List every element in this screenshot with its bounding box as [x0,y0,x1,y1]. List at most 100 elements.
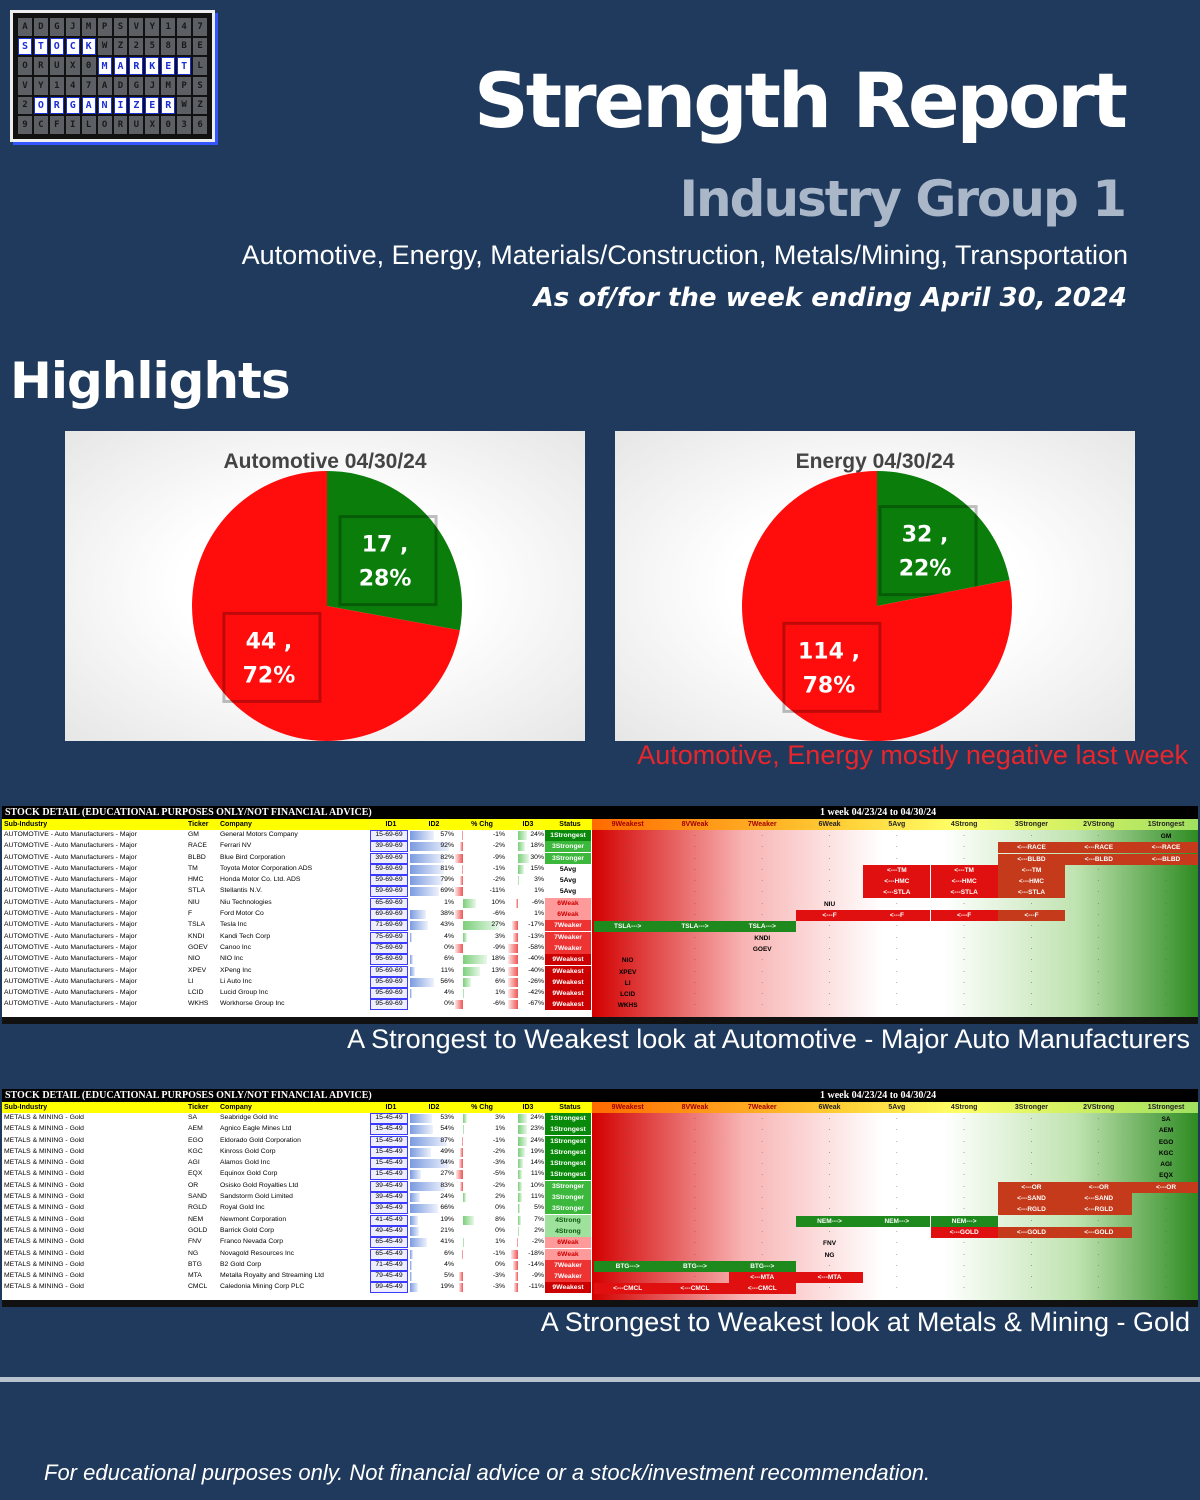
move-column-header[interactable]: 8VWeak [681,821,709,828]
cell-sub: AUTOMOTIVE - Auto Manufacturers - Major [4,977,137,985]
logo-filler-cell: Y [33,76,48,95]
cell-id1: 99-45-49 [370,1282,408,1294]
column-header[interactable]: Company [220,821,252,828]
cell-id2: 24% [440,1193,454,1201]
pie-slice-value: 114 , [798,639,860,664]
column-header[interactable]: ID3 [522,1104,534,1111]
table-row[interactable]: AUTOMOTIVE - Auto Manufacturers - Major H… [2,875,1198,888]
column-header[interactable]: ID3 [522,821,534,828]
table-row[interactable]: METALS & MINING - Gold NG Novagold Resourc… [2,1248,1198,1260]
move-column-header[interactable]: 9Weakest [611,821,644,828]
column-header[interactable]: ID1 [385,821,397,828]
id2-bar [410,1125,433,1135]
move-column-header[interactable]: 5Avg [888,821,906,828]
move-column-header[interactable]: 7Weaker [747,1104,777,1111]
grid-dot: . [626,1136,629,1144]
move-column-header[interactable]: 2VStrong [1083,1104,1115,1111]
column-header[interactable]: Status [559,821,581,828]
grid-dot: . [761,1249,764,1257]
move-column-header[interactable]: 9Weakest [611,1104,644,1111]
table-row[interactable]: METALS & MINING - Gold GOLD Barrick Gold C… [2,1225,1198,1238]
column-header[interactable]: Sub-Industry [4,821,48,828]
table-row[interactable]: AUTOMOTIVE - Auto Manufacturers - Major N… [2,954,1198,966]
table-row[interactable]: AUTOMOTIVE - Auto Manufacturers - Major X… [2,965,1198,977]
grid-dot: . [1097,1147,1100,1155]
logo-filler-cell: 1 [161,18,176,36]
grid-dot: . [828,887,831,895]
table-row[interactable]: AUTOMOTIVE - Auto Manufacturers - Major N… [2,897,1198,909]
table-row[interactable]: METALS & MINING - Gold MTA Metalla Royalty… [2,1271,1198,1284]
grid-dot: . [828,853,831,861]
move-column-header[interactable]: 5Avg [888,1104,906,1111]
table-row[interactable]: AUTOMOTIVE - Auto Manufacturers - Major L… [2,988,1198,1000]
column-header[interactable]: ID1 [385,1104,397,1111]
move-column-header[interactable]: 4Strong [950,1104,978,1111]
cell-sub: AUTOMOTIVE - Auto Manufacturers - Major [4,921,137,929]
column-header[interactable]: Ticker [188,1104,209,1111]
table-row[interactable]: METALS & MINING - Gold AGI Alamos Gold Inc… [2,1158,1198,1170]
table-row[interactable]: METALS & MINING - Gold FNV Franco Nevada C… [2,1237,1198,1249]
logo-letter: S [18,37,32,56]
table-row[interactable]: METALS & MINING - Gold SA Seabridge Gold I… [2,1113,1198,1124]
grid-dot: . [1097,910,1100,918]
cell-company: Li Auto Inc [220,977,252,985]
grid-dot: . [761,1170,764,1178]
grid-dot: . [963,1170,966,1178]
table-row[interactable]: AUTOMOTIVE - Auto Manufacturers - Major S… [2,886,1198,899]
table-row[interactable]: METALS & MINING - Gold NEM Newmont Corpora… [2,1214,1198,1227]
table-row[interactable]: AUTOMOTIVE - Auto Manufacturers - Major W… [2,999,1198,1011]
column-header[interactable]: Ticker [188,821,209,828]
move-column-header[interactable]: 7Weaker [747,821,777,828]
logo-filler-cell: 0 [161,116,176,134]
column-header[interactable]: Company [220,1104,252,1111]
column-header[interactable]: % Chg [471,821,493,828]
move-column-header[interactable]: 8VWeak [681,1104,709,1111]
grid-dot: . [1165,1238,1167,1246]
table-row[interactable]: AUTOMOTIVE - Auto Manufacturers - Major R… [2,841,1198,854]
move-column-header[interactable]: 4Strong [950,821,978,828]
table-row[interactable]: METALS & MINING - Gold KGC Kinross Gold Co… [2,1146,1198,1158]
column-header[interactable]: Status [559,1104,581,1111]
cell-id2: 4% [444,932,454,940]
column-header[interactable]: ID2 [428,821,440,828]
table-row[interactable]: AUTOMOTIVE - Auto Manufacturers - Major F… [2,909,1198,922]
table-row[interactable]: METALS & MINING - Gold EQX Equinox Gold Co… [2,1169,1198,1181]
movement-marker: <---BLBD [1065,853,1133,865]
chg-bar [463,989,465,999]
table-row[interactable]: METALS & MINING - Gold OR Osisko Gold Roya… [2,1180,1198,1193]
logo-filler-cell: 7 [81,76,96,95]
id2-bar [410,910,426,920]
cell-status: 3Stronger [545,841,591,853]
movement-marker: <---TM [997,864,1066,876]
column-header[interactable]: % Chg [471,1104,493,1111]
cell-id3: 19% [530,1147,544,1155]
table-row[interactable]: AUTOMOTIVE - Auto Manufacturers - Major T… [2,920,1198,933]
cell-company: Novagold Resources Inc [220,1249,295,1257]
column-header[interactable]: ID2 [428,1104,440,1111]
move-column-header[interactable]: 6Weak [818,821,841,828]
move-column-header[interactable]: 1Strongest [1147,821,1185,828]
move-column-header[interactable]: 2VStrong [1083,821,1115,828]
logo-filler-cell: F [49,116,64,134]
column-header[interactable]: Sub-Industry [4,1104,48,1111]
table-row[interactable]: AUTOMOTIVE - Auto Manufacturers - Major K… [2,931,1198,943]
table-row[interactable]: AUTOMOTIVE - Auto Manufacturers - Major G… [2,942,1198,954]
chg-bar [463,977,471,987]
table-row[interactable]: METALS & MINING - Gold BTG B2 Gold Corp 71-… [2,1259,1198,1272]
table-row[interactable]: METALS & MINING - Gold AEM Agnico Eagle Mi… [2,1124,1198,1136]
table-row[interactable]: AUTOMOTIVE - Auto Manufacturers - Major B… [2,852,1198,865]
table-row[interactable]: AUTOMOTIVE - Auto Manufacturers - Major G… [2,830,1198,841]
move-column-header[interactable]: 3Stronger [1014,1104,1048,1111]
movement-marker: TSLA---> [661,921,729,933]
cell-company: Royal Gold Inc [220,1204,265,1212]
move-column-header[interactable]: 1Strongest [1147,1104,1185,1111]
table-row[interactable]: METALS & MINING - Gold RGLD Royal Gold Inc… [2,1203,1198,1216]
table-row[interactable]: METALS & MINING - Gold CMCL Caledonia Mini… [2,1282,1198,1295]
move-column-header[interactable]: 6Weak [818,1104,841,1111]
table-row[interactable]: METALS & MINING - Gold SAND Sandstorm Gold… [2,1192,1198,1205]
table-row[interactable]: AUTOMOTIVE - Auto Manufacturers - Major L… [2,976,1198,988]
table-row[interactable]: AUTOMOTIVE - Auto Manufacturers - Major T… [2,863,1198,876]
table-row[interactable]: METALS & MINING - Gold EGO Eldorado Gold C… [2,1135,1198,1147]
table-body: METALS & MINING - Gold SA Seabridge Gold I… [2,1113,1198,1295]
move-column-header[interactable]: 3Stronger [1014,821,1048,828]
